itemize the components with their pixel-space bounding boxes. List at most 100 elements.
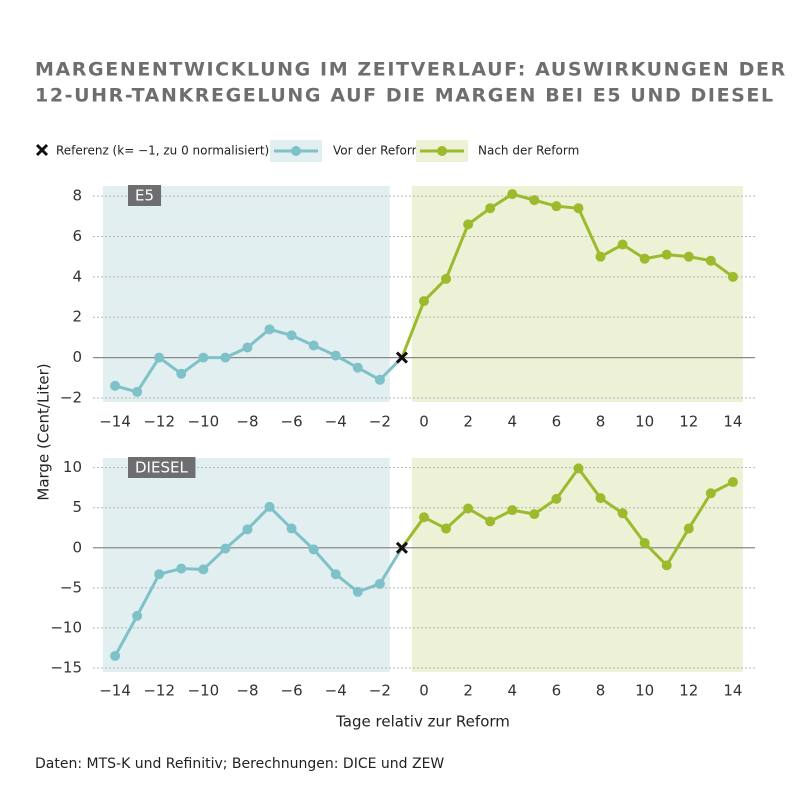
y-tick-label: 0	[72, 348, 82, 366]
data-point	[176, 563, 187, 574]
data-point	[330, 350, 341, 361]
legend-label: Referenz (k= −1, zu 0 normalisiert)	[56, 144, 269, 158]
data-point	[485, 516, 496, 527]
x-tick-label: 4	[507, 682, 517, 700]
x-tick-label: 10	[635, 682, 654, 700]
x-tick-label: 0	[419, 413, 429, 431]
legend: Referenz (k= −1, zu 0 normalisiert) Vor …	[35, 140, 579, 162]
data-point	[176, 368, 187, 379]
data-point	[198, 352, 209, 363]
x-tick-label: 6	[552, 682, 562, 700]
x-tick-label: −14	[99, 413, 131, 431]
data-point	[242, 524, 253, 535]
y-tick-label: −15	[50, 658, 82, 676]
data-point	[485, 203, 496, 214]
data-point	[441, 523, 452, 534]
y-tick-label: 4	[72, 267, 82, 285]
phase-background	[102, 458, 390, 672]
data-point	[639, 253, 650, 264]
data-point	[154, 352, 165, 363]
x-tick-label: −2	[369, 413, 391, 431]
data-point	[595, 493, 606, 504]
phase-background	[411, 458, 743, 672]
data-point	[264, 324, 275, 335]
data-point	[242, 342, 253, 353]
data-point	[727, 271, 738, 282]
data-point	[661, 560, 672, 571]
x-tick-label: 14	[723, 413, 742, 431]
data-point	[507, 189, 518, 200]
legend-marker	[291, 146, 301, 156]
data-point	[154, 569, 165, 580]
data-point	[220, 543, 231, 554]
data-point	[463, 219, 474, 230]
data-point	[727, 477, 738, 488]
x-tick-label: −12	[143, 682, 175, 700]
x-tick-label: 12	[679, 413, 698, 431]
data-point	[352, 586, 363, 597]
y-axis-label: Marge (Cent/Liter)	[35, 363, 53, 500]
x-tick-label: 14	[723, 682, 742, 700]
data-point	[683, 523, 694, 534]
data-point	[198, 564, 209, 575]
x-tick-label: 10	[635, 413, 654, 431]
x-tick-label: 2	[463, 682, 473, 700]
y-tick-label: 0	[72, 538, 82, 556]
x-tick-label: 8	[596, 413, 606, 431]
data-point	[132, 610, 143, 621]
data-point	[683, 251, 694, 262]
data-point	[573, 463, 584, 474]
data-point	[286, 330, 297, 341]
chart-title: 12-UHR-TANKREGELUNG AUF DIE MARGEN BEI E…	[35, 85, 775, 107]
legend-label: Nach der Reform	[478, 144, 579, 158]
legend-marker	[35, 143, 49, 157]
data-point	[374, 374, 385, 385]
x-tick-label: −6	[281, 413, 303, 431]
panel-label: DIESEL	[135, 459, 188, 477]
y-tick-label: 6	[72, 227, 82, 245]
x-tick-label: −2	[369, 682, 391, 700]
reference-connector	[400, 300, 426, 359]
y-tick-label: 5	[72, 498, 82, 516]
panel-label: E5	[135, 187, 154, 205]
data-point	[110, 380, 121, 391]
x-tick-label: 0	[419, 682, 429, 700]
legend-label: Vor der Reform	[333, 144, 423, 158]
data-point	[617, 508, 628, 519]
x-tick-label: −8	[236, 682, 258, 700]
reference-connector	[378, 546, 404, 585]
data-point	[617, 239, 628, 250]
data-point	[573, 203, 584, 214]
y-tick-label: −5	[60, 578, 82, 596]
source-note: Daten: MTS-K und Refinitiv; Berechnungen…	[35, 756, 444, 772]
phase-background	[411, 186, 743, 402]
data-point	[551, 493, 562, 504]
x-tick-label: 6	[552, 413, 562, 431]
data-point	[441, 273, 452, 284]
data-point	[308, 340, 319, 351]
data-point	[507, 505, 518, 516]
data-point	[639, 537, 650, 548]
data-point	[705, 488, 716, 499]
x-tick-label: −12	[143, 413, 175, 431]
data-point	[661, 249, 672, 260]
data-point	[463, 503, 474, 514]
y-tick-label: 2	[72, 308, 82, 326]
panel: −2 0 2 4 6 8 −14 −12 −10 −8 −6 −4 −2 0 2 4 6 8 10 12 14 E5	[60, 185, 755, 431]
data-point	[220, 352, 231, 363]
x-tick-label: −14	[99, 682, 131, 700]
data-point	[352, 362, 363, 373]
x-tick-label: −4	[325, 682, 347, 700]
data-point	[551, 201, 562, 212]
data-point	[529, 509, 540, 520]
data-point	[529, 195, 540, 206]
data-point	[308, 544, 319, 555]
x-tick-label: −8	[236, 413, 258, 431]
x-tick-label: 8	[596, 682, 606, 700]
data-point	[374, 578, 385, 589]
data-point	[330, 569, 341, 580]
y-tick-label: 10	[63, 458, 82, 476]
data-point	[132, 386, 143, 397]
x-tick-label: −4	[325, 413, 347, 431]
